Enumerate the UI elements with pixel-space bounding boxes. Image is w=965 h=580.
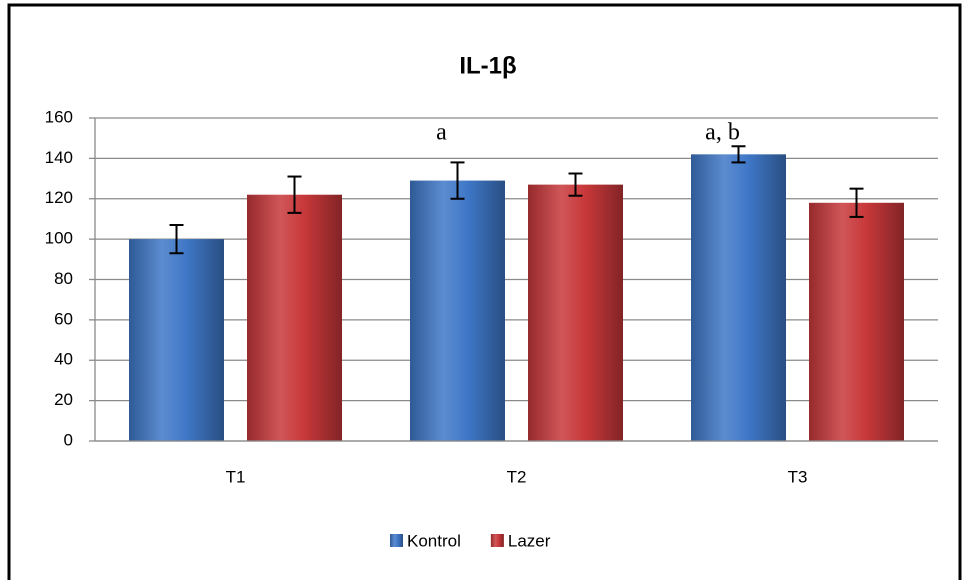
legend-label: Lazer bbox=[508, 531, 551, 550]
bar bbox=[809, 202, 904, 441]
error-bar bbox=[849, 187, 864, 218]
bar bbox=[528, 184, 623, 441]
y-tick-label: 140 bbox=[45, 148, 73, 167]
x-tick-label: T3 bbox=[788, 467, 808, 486]
error-bar bbox=[731, 145, 746, 164]
y-tick-label: 0 bbox=[64, 430, 73, 449]
bar bbox=[247, 194, 342, 441]
legend-swatch bbox=[490, 534, 504, 547]
y-tick-label: 40 bbox=[54, 350, 73, 369]
bar bbox=[691, 154, 786, 441]
annotation: a, b bbox=[705, 120, 740, 146]
y-tick-label: 160 bbox=[45, 107, 73, 126]
legend-swatch bbox=[390, 534, 403, 547]
y-tick-label: 100 bbox=[45, 229, 73, 248]
bar bbox=[129, 239, 224, 441]
bar bbox=[410, 180, 505, 442]
y-tick-label: 20 bbox=[54, 390, 73, 409]
y-tick-label: 120 bbox=[45, 188, 73, 207]
x-tick-label: T2 bbox=[507, 467, 527, 486]
frame bbox=[7, 3, 962, 580]
y-tick-label: 80 bbox=[54, 269, 73, 288]
error-bar bbox=[169, 223, 184, 255]
error-bar bbox=[450, 161, 465, 200]
error-bar bbox=[568, 172, 583, 197]
legend-label: Kontrol bbox=[407, 531, 461, 550]
error-bar bbox=[287, 175, 302, 214]
x-tick-label: T1 bbox=[226, 467, 246, 486]
y-tick-label: 60 bbox=[54, 309, 73, 328]
annotation: a bbox=[436, 120, 447, 146]
chart-title: IL-1β bbox=[459, 52, 516, 79]
